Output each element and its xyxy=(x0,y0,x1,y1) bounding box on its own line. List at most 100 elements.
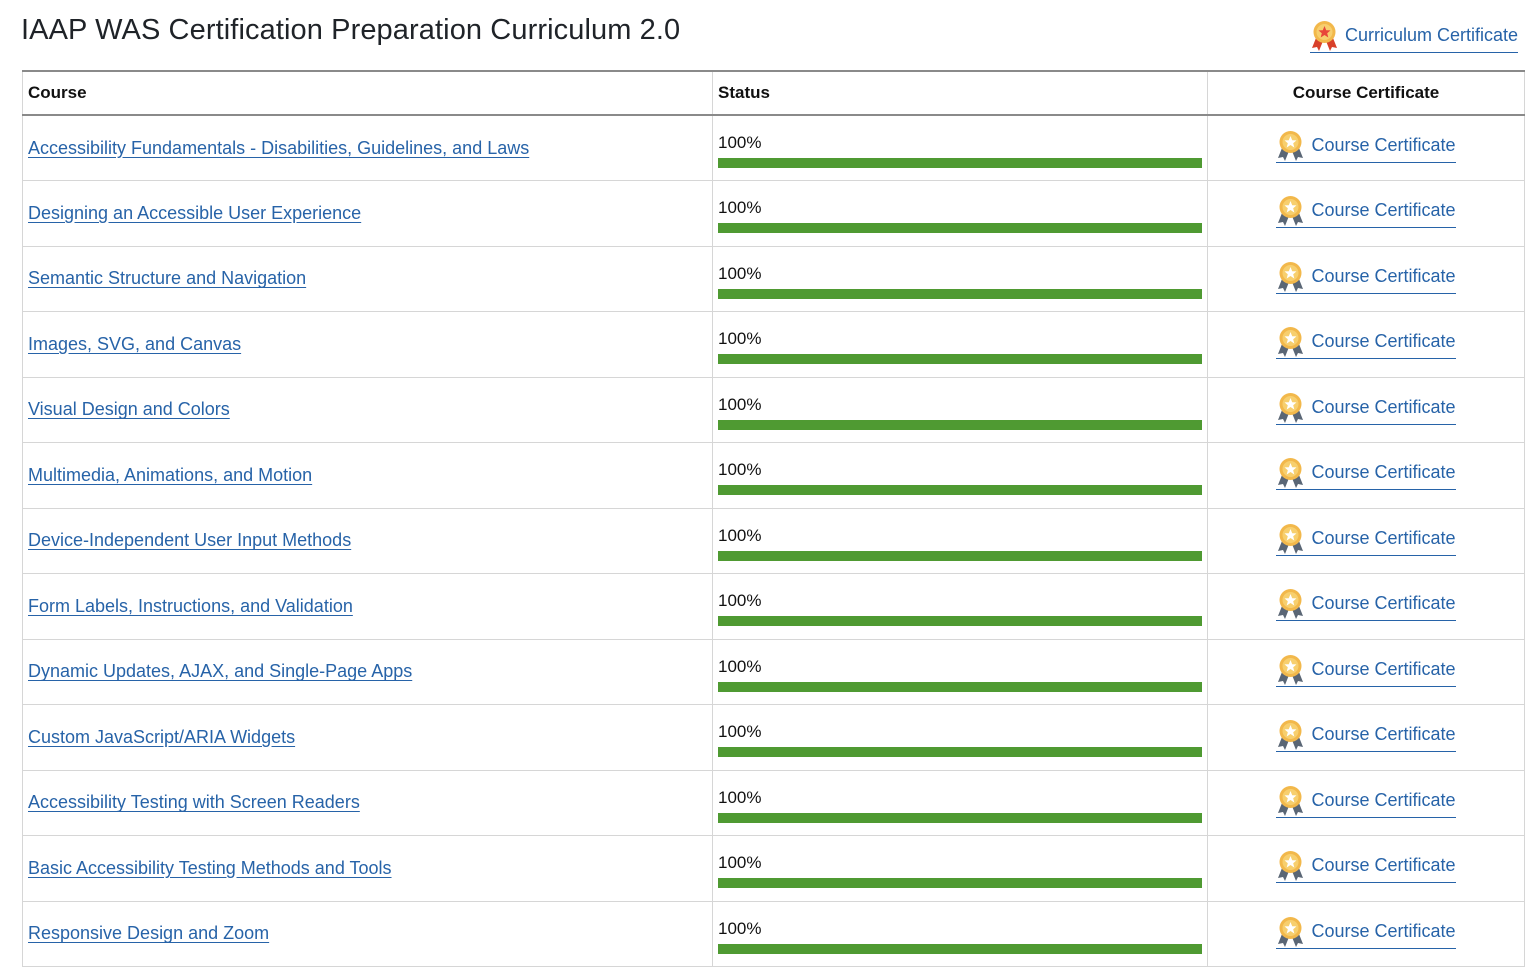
progress-bar xyxy=(718,354,1202,364)
course-certificate-label: Course Certificate xyxy=(1311,658,1456,679)
course-certificate-link[interactable]: Course Certificate xyxy=(1276,523,1456,556)
course-link[interactable]: Multimedia, Animations, and Motion xyxy=(28,464,313,485)
table-row: Responsive Design and Zoom 100% Course Cer… xyxy=(22,900,1525,967)
course-certificate-link[interactable]: Course Certificate xyxy=(1276,195,1456,229)
status-cell: 100% xyxy=(712,442,1208,509)
progress-bar-fill xyxy=(718,223,1202,233)
table-row: Images, SVG, and Canvas 100% Course Certif… xyxy=(22,311,1525,378)
course-link[interactable]: Accessibility Testing with Screen Reader… xyxy=(28,792,360,813)
status-cell: 100% xyxy=(712,114,1208,181)
progress-bar-fill xyxy=(718,747,1202,757)
status-cell: 100% xyxy=(712,573,1208,640)
progress-bar xyxy=(718,747,1202,757)
course-certificate-link[interactable]: Course Certificate xyxy=(1276,785,1456,818)
progress-percent: 100% xyxy=(718,198,762,217)
table-row: Visual Design and Colors 100% Course Certi… xyxy=(22,376,1525,443)
course-certificate-link[interactable]: Course Certificate xyxy=(1276,261,1456,294)
course-cell: Images, SVG, and Canvas xyxy=(22,311,713,378)
progress-bar-fill xyxy=(718,288,1202,299)
course-certificate-link[interactable]: Course Certificate xyxy=(1276,457,1456,491)
course-table: Course Status Course Certificate Accessi… xyxy=(22,70,1525,967)
course-cell: Dynamic Updates, AJAX, and Single-Page A… xyxy=(22,638,713,705)
progress-bar xyxy=(718,288,1202,299)
progress-percent: 100% xyxy=(718,656,762,676)
status-cell: 100% xyxy=(712,180,1208,247)
progress-bar xyxy=(718,616,1202,626)
course-certificate-link[interactable]: Course Certificate xyxy=(1276,588,1456,622)
status-cell: 100% xyxy=(712,835,1208,902)
progress-bar xyxy=(718,550,1202,561)
curriculum-certificate-label: Curriculum Certificate xyxy=(1344,25,1518,45)
table-row: Multimedia, Animations, and Motion 100% Co… xyxy=(22,442,1525,509)
course-link[interactable]: Accessibility Fundamentals - Disabilitie… xyxy=(28,137,530,158)
course-link[interactable]: Custom JavaScript/ARIA Widgets xyxy=(28,726,296,747)
progress-bar xyxy=(718,681,1202,692)
course-certificate-label: Course Certificate xyxy=(1311,396,1456,417)
page-title: IAAP WAS Certification Preparation Curri… xyxy=(21,14,681,46)
progress-bar xyxy=(718,158,1202,168)
progress-bar xyxy=(718,223,1202,233)
certificate-cell: Course Certificate xyxy=(1207,507,1525,574)
course-column-header: Course xyxy=(22,70,713,116)
course-link[interactable]: Responsive Design and Zoom xyxy=(28,923,270,944)
course-cell: Custom JavaScript/ARIA Widgets xyxy=(22,704,713,771)
course-link[interactable]: Designing an Accessible User Experience xyxy=(28,202,362,223)
certificate-cell: Course Certificate xyxy=(1207,704,1525,771)
status-column-header: Status xyxy=(712,70,1208,116)
certificate-column-header: Course Certificate xyxy=(1207,70,1525,116)
award-medal-icon xyxy=(1278,261,1304,292)
status-cell: 100% xyxy=(712,704,1208,771)
table-row: Designing an Accessible User Experience 1… xyxy=(22,180,1525,247)
progress-bar-fill xyxy=(718,681,1202,692)
progress-percent: 100% xyxy=(718,722,762,741)
course-link[interactable]: Device-Independent User Input Methods xyxy=(28,530,352,551)
course-certificate-label: Course Certificate xyxy=(1311,920,1456,941)
award-medal-icon xyxy=(1311,21,1337,51)
course-certificate-link[interactable]: Course Certificate xyxy=(1276,130,1456,163)
curriculum-certificate-link[interactable]: Curriculum Certificate xyxy=(1309,20,1518,53)
award-medal-icon xyxy=(1278,458,1304,489)
course-cell: Semantic Structure and Navigation xyxy=(22,245,713,312)
course-certificate-link[interactable]: Course Certificate xyxy=(1276,719,1456,753)
table-row: Device-Independent User Input Methods 100… xyxy=(22,507,1525,574)
course-table-body: Accessibility Fundamentals - Disabilitie… xyxy=(22,114,1525,967)
progress-percent: 100% xyxy=(718,787,762,807)
award-medal-icon xyxy=(1278,589,1304,620)
course-cell: Basic Accessibility Testing Methods and … xyxy=(22,835,713,902)
progress-bar-fill xyxy=(718,485,1202,495)
progress-bar-fill xyxy=(718,419,1202,430)
course-certificate-link[interactable]: Course Certificate xyxy=(1276,916,1456,949)
progress-bar-fill xyxy=(718,354,1202,364)
course-link[interactable]: Dynamic Updates, AJAX, and Single-Page A… xyxy=(28,661,413,682)
progress-bar-fill xyxy=(718,878,1202,888)
course-link[interactable]: Images, SVG, and Canvas xyxy=(28,333,242,354)
certificate-cell: Course Certificate xyxy=(1207,180,1525,247)
course-link[interactable]: Semantic Structure and Navigation xyxy=(28,268,307,289)
course-certificate-label: Course Certificate xyxy=(1311,462,1456,483)
progress-bar xyxy=(718,943,1202,954)
course-link[interactable]: Visual Design and Colors xyxy=(28,399,230,420)
award-medal-icon xyxy=(1278,196,1304,227)
table-row: Dynamic Updates, AJAX, and Single-Page A… xyxy=(22,638,1525,705)
progress-percent: 100% xyxy=(718,133,762,152)
course-certificate-label: Course Certificate xyxy=(1311,135,1456,155)
status-cell: 100% xyxy=(712,311,1208,378)
course-link[interactable]: Form Labels, Instructions, and Validatio… xyxy=(28,595,353,616)
course-certificate-link[interactable]: Course Certificate xyxy=(1276,326,1456,360)
course-certificate-label: Course Certificate xyxy=(1311,855,1456,876)
course-certificate-link[interactable]: Course Certificate xyxy=(1276,850,1456,884)
status-cell: 100% xyxy=(712,376,1208,443)
progress-percent: 100% xyxy=(718,591,762,610)
certificate-cell: Course Certificate xyxy=(1207,638,1525,705)
award-medal-icon xyxy=(1278,654,1304,685)
certificate-cell: Course Certificate xyxy=(1207,442,1525,509)
course-link[interactable]: Basic Accessibility Testing Methods and … xyxy=(28,857,392,878)
progress-percent: 100% xyxy=(718,394,762,414)
status-cell: 100% xyxy=(712,900,1208,967)
course-certificate-link[interactable]: Course Certificate xyxy=(1276,392,1456,425)
status-cell: 100% xyxy=(712,245,1208,312)
course-cell: Responsive Design and Zoom xyxy=(22,900,713,967)
certificate-cell: Course Certificate xyxy=(1207,114,1525,181)
course-certificate-link[interactable]: Course Certificate xyxy=(1276,654,1456,687)
progress-percent: 100% xyxy=(718,263,762,283)
